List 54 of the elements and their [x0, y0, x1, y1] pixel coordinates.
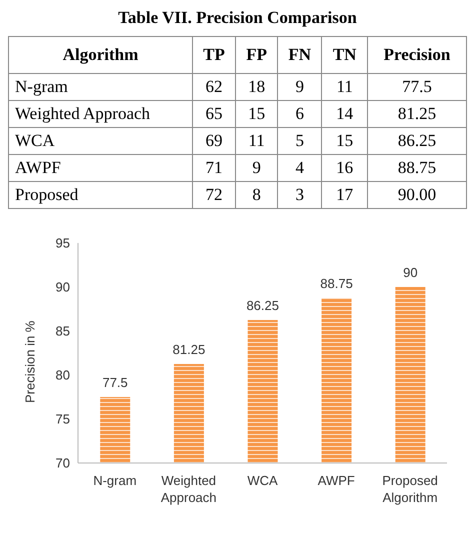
y-tick-label: WCA [8, 128, 192, 154]
y-tick-label: 70 [56, 456, 70, 471]
data-label: 17 [322, 182, 368, 208]
data-label: 8 [236, 182, 278, 208]
y-tick-label: N-gram [8, 74, 192, 100]
y-tick-label: 95 [56, 236, 70, 251]
data-label: 90 [403, 265, 418, 280]
y-tick-label: 80 [56, 368, 70, 383]
data-label: 86.25 [246, 298, 280, 313]
data-label: 16 [322, 154, 368, 182]
data-label: 86.25 [367, 128, 466, 154]
y-tick-label: AWPF [8, 154, 192, 182]
x-tick-label: FP [236, 36, 278, 74]
data-label: 9 [278, 74, 322, 100]
data-label: 14 [322, 100, 368, 128]
data-label: 69 [192, 128, 236, 154]
data-label: 77.5 [367, 74, 466, 100]
data-label: 6 [278, 100, 322, 128]
data-label: 11 [322, 74, 368, 100]
chart-title: Table VII. Precision Comparison [117, 8, 358, 28]
x-tick-label: Precision [367, 36, 466, 74]
y-tick-label: Proposed [8, 182, 192, 208]
y-tick-label: Weighted Approach [8, 100, 192, 128]
x-tick-label: N-gram [93, 473, 137, 488]
data-label: 88.75 [367, 154, 466, 182]
data-label: 3 [278, 182, 322, 208]
data-label: 11 [236, 128, 278, 154]
data-label: 5 [278, 128, 322, 154]
data-label: 88.75 [320, 276, 353, 291]
data-label: 81.25 [172, 342, 206, 357]
data-label: 65 [192, 100, 236, 128]
data-label: 81.25 [367, 100, 466, 128]
data-label: 15 [236, 100, 278, 128]
data-label: 15 [322, 128, 368, 154]
data-label: 71 [192, 154, 236, 182]
y-tick-label: 75 [56, 412, 70, 427]
x-tick-label: WCA [247, 473, 278, 488]
x-tick-label: AWPF [318, 473, 355, 488]
y-tick-label: 90 [56, 280, 70, 295]
data-label: 90.00 [367, 182, 466, 208]
data-label: 62 [192, 74, 236, 100]
y-axis-title: Precision in % [22, 320, 38, 403]
y-axis-title: Algorithm [8, 36, 192, 74]
x-tick-label: Proposed Algorithm [382, 473, 438, 505]
x-tick-label: TP [192, 36, 236, 74]
data-label: 18 [236, 74, 278, 100]
x-tick-label: TN [322, 36, 368, 74]
x-tick-label: Weighted Approach [160, 473, 217, 505]
data-label: 4 [278, 154, 322, 182]
x-tick-label: FN [278, 36, 322, 74]
y-tick-label: 85 [56, 324, 70, 339]
data-label: 77.5 [102, 375, 128, 390]
data-label: 9 [236, 154, 278, 182]
data-label: 72 [192, 182, 236, 208]
